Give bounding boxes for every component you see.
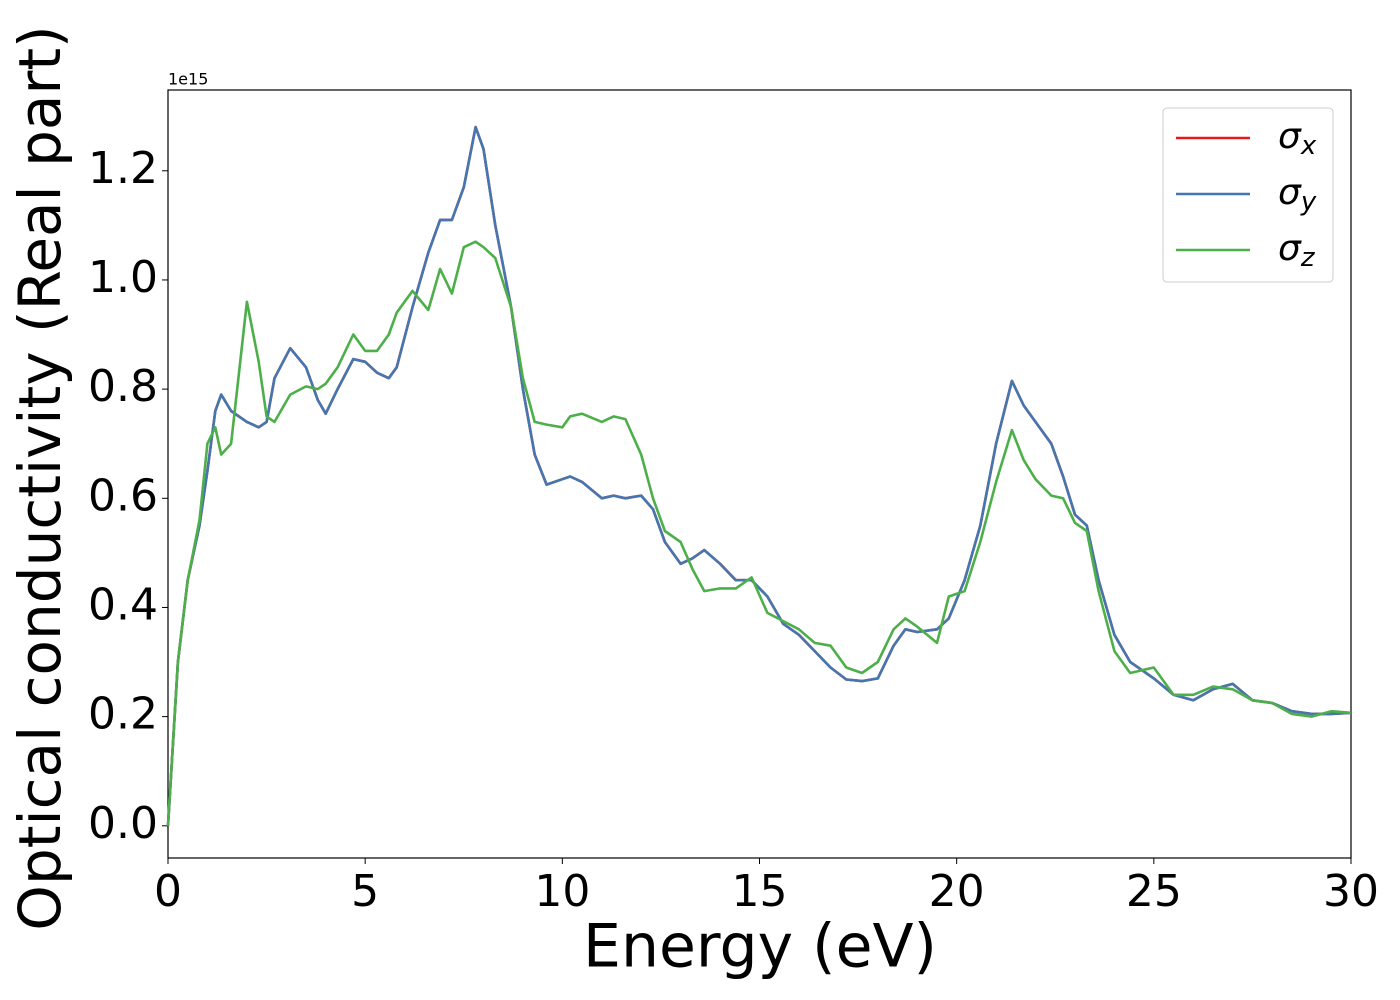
x-axis-label: Energy (eV): [583, 912, 937, 982]
x-tick-label: 30: [1323, 866, 1379, 917]
x-tick-label: 15: [732, 866, 788, 917]
x-tick-label: 20: [929, 866, 985, 917]
y-tick-label: 0.8: [88, 361, 158, 412]
x-tick-label: 25: [1126, 866, 1182, 917]
y-tick-label: 1.0: [88, 252, 158, 303]
y-tick-label: 1.2: [88, 143, 158, 194]
x-tick-label: 5: [351, 866, 379, 917]
y-tick-label: 0.0: [88, 798, 158, 849]
y-tick-label: 0.2: [88, 689, 158, 740]
x-tick-label: 0: [154, 866, 182, 917]
y-tick-label: 0.6: [88, 470, 158, 521]
legend-label: σy: [1278, 172, 1317, 217]
series-line: [166, 240, 1352, 826]
legend-label: σz: [1278, 228, 1316, 273]
y-tick-label: 0.4: [88, 579, 158, 630]
legend-label: σx: [1278, 116, 1317, 161]
x-tick-label: 10: [534, 866, 590, 917]
series-line: [166, 125, 1352, 826]
y-axis-label: Optical conductivity (Real part): [6, 25, 74, 930]
y-offset-label: 1e15: [168, 70, 208, 89]
